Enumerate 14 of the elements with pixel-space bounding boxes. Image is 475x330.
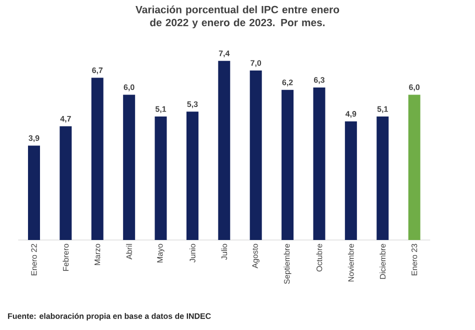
bar	[282, 90, 294, 240]
bar	[60, 126, 72, 240]
bar	[376, 116, 389, 240]
bar	[344, 121, 357, 240]
bar	[28, 146, 40, 240]
bar	[313, 87, 326, 240]
bar	[408, 94, 420, 240]
bar	[218, 60, 230, 240]
bar	[154, 116, 167, 240]
bar	[186, 112, 198, 240]
bar	[91, 78, 104, 240]
bar	[250, 70, 262, 240]
bar	[123, 94, 136, 240]
chart-title: Variación porcentual del IPC entre enero de 2022 y enero de 2023. Por mes.	[136, 6, 340, 28]
